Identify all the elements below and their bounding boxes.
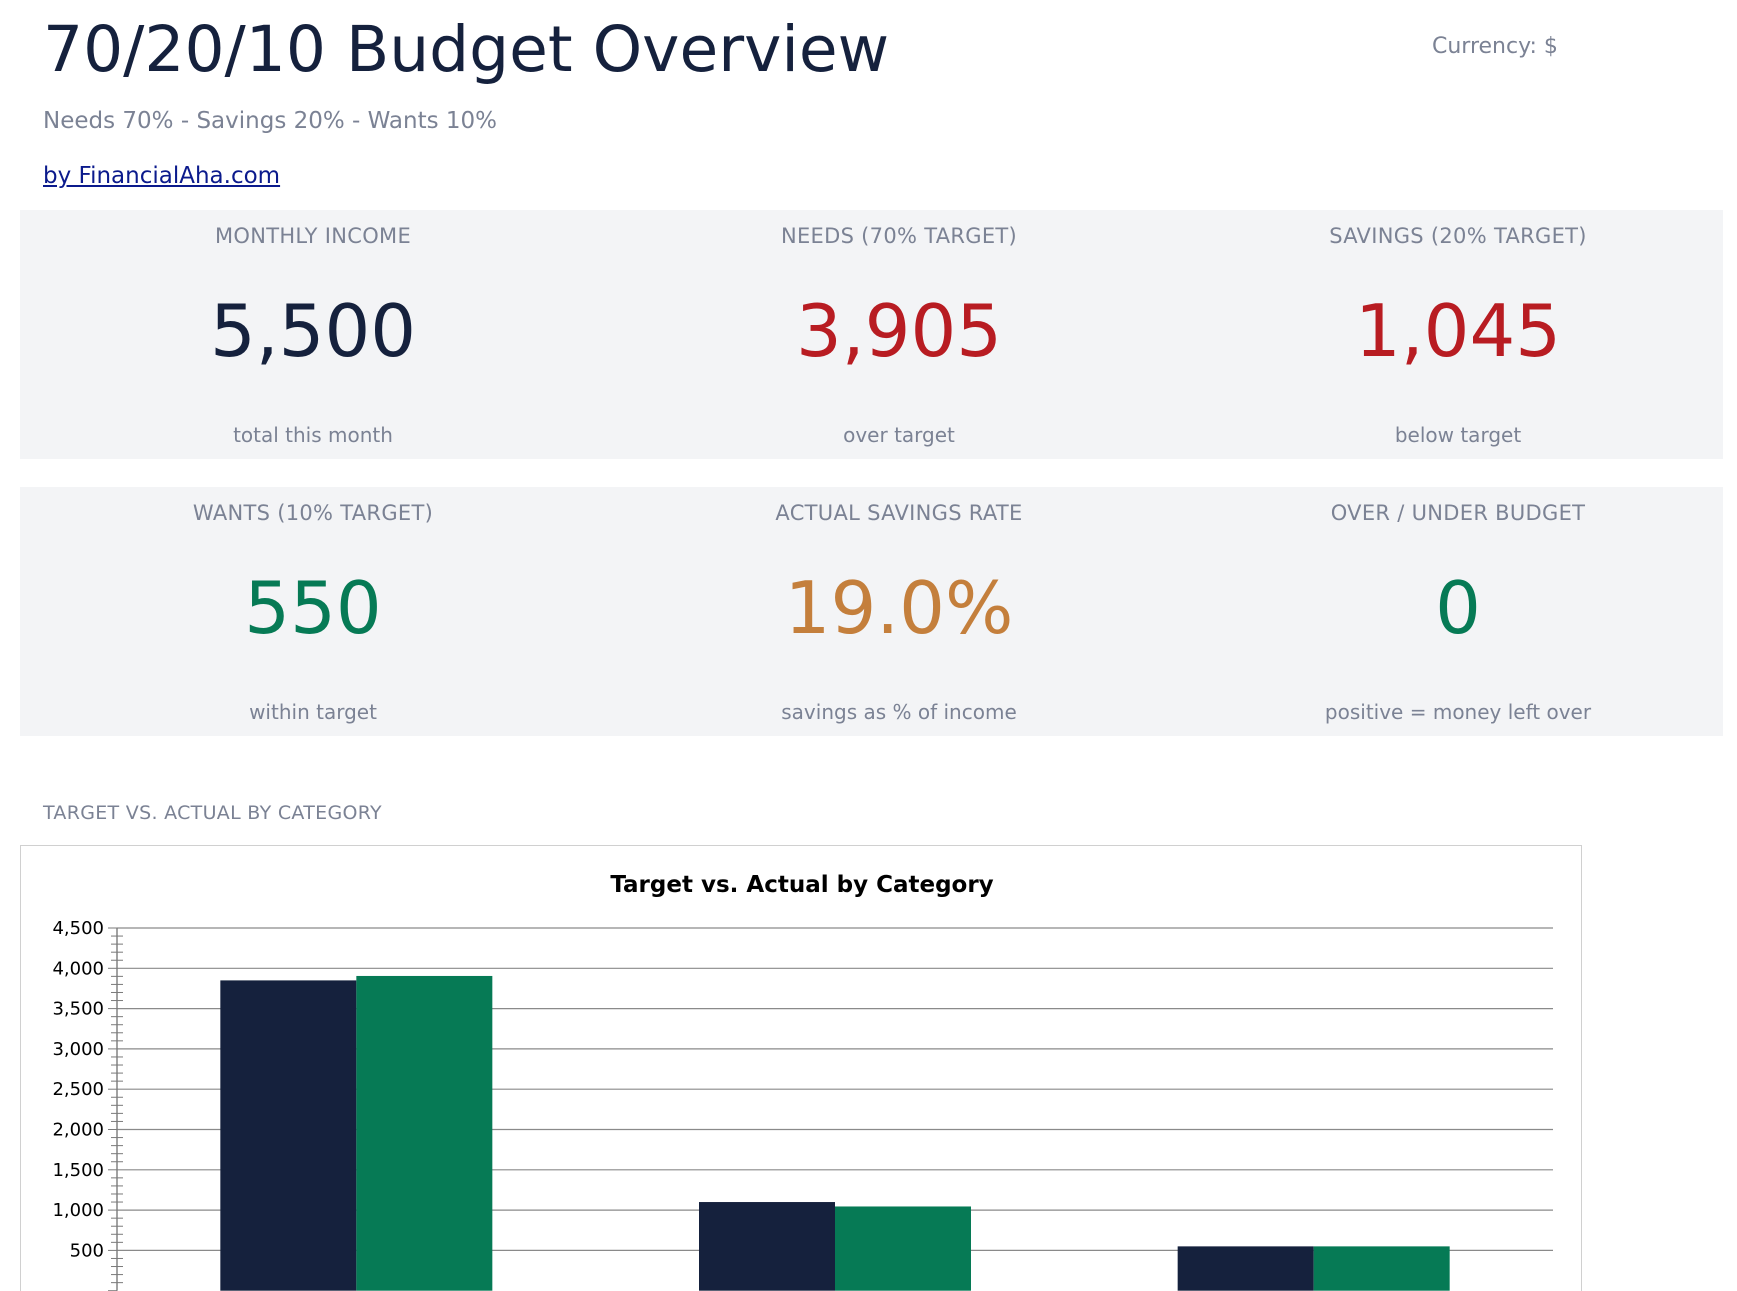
kpi-note: below target: [1394, 423, 1522, 447]
y-tick-label: 4,000: [52, 958, 104, 979]
y-tick-label: 2,000: [52, 1120, 104, 1141]
kpi-note: savings as % of income: [781, 700, 1017, 724]
bar: [220, 980, 357, 1291]
kpi-row-1: MONTHLY INCOME 5,500 total this month NE…: [20, 210, 1723, 459]
y-tick-label: 1,000: [52, 1200, 104, 1221]
kpi-value: 5,500: [209, 289, 417, 373]
y-tick-label: 2,500: [52, 1079, 104, 1100]
chart-container: Target vs. Actual by Category 500 1,000 1,…: [20, 845, 1582, 1291]
kpi-value: 19.0%: [784, 566, 1014, 650]
kpi-label: WANTS (10% TARGET): [192, 501, 434, 525]
kpi-note: over target: [843, 423, 955, 447]
y-tick-label: 1,500: [52, 1160, 104, 1181]
bar: [1313, 1246, 1450, 1291]
kpi-value: 1,045: [1354, 289, 1562, 373]
section-label: TARGET VS. ACTUAL BY CATEGORY: [43, 802, 382, 824]
bar: [699, 1202, 835, 1291]
kpi-row-2: WANTS (10% TARGET) 550 within target ACT…: [20, 487, 1723, 736]
page-title: 70/20/10 Budget Overview: [43, 13, 890, 86]
kpi-label: MONTHLY INCOME: [214, 224, 412, 248]
kpi-note: positive = money left over: [1324, 700, 1592, 724]
kpi-value: 0: [1435, 566, 1481, 650]
bar: [356, 975, 493, 1291]
kpi-label: OVER / UNDER BUDGET: [1330, 501, 1586, 525]
kpi-note: total this month: [233, 423, 393, 447]
y-tick-label: 3,500: [52, 999, 104, 1020]
kpi-label: NEEDS (70% TARGET): [780, 224, 1018, 248]
y-tick-label: 4,500: [52, 918, 104, 939]
page-subtitle: Needs 70% - Savings 20% - Wants 10%: [43, 108, 498, 134]
currency-indicator: Currency: $: [1432, 34, 1558, 59]
kpi-value: 550: [244, 566, 382, 650]
bar-chart: 500 1,000 1,500 2,000 2,500 3,000 3,500 4,000 4,…: [52, 918, 1553, 1291]
y-tick-label: 500: [70, 1240, 104, 1261]
kpi-label: ACTUAL SAVINGS RATE: [775, 501, 1023, 525]
bar: [1177, 1246, 1314, 1291]
kpi-note: within target: [249, 700, 377, 724]
kpi-label: SAVINGS (20% TARGET): [1329, 224, 1587, 248]
byline-link[interactable]: by FinancialAha.com: [43, 163, 281, 189]
chart-title: Target vs. Actual by Category: [610, 872, 994, 898]
y-tick-label: 3,000: [52, 1039, 104, 1060]
kpi-value: 3,905: [795, 289, 1003, 373]
bar: [835, 1206, 971, 1291]
